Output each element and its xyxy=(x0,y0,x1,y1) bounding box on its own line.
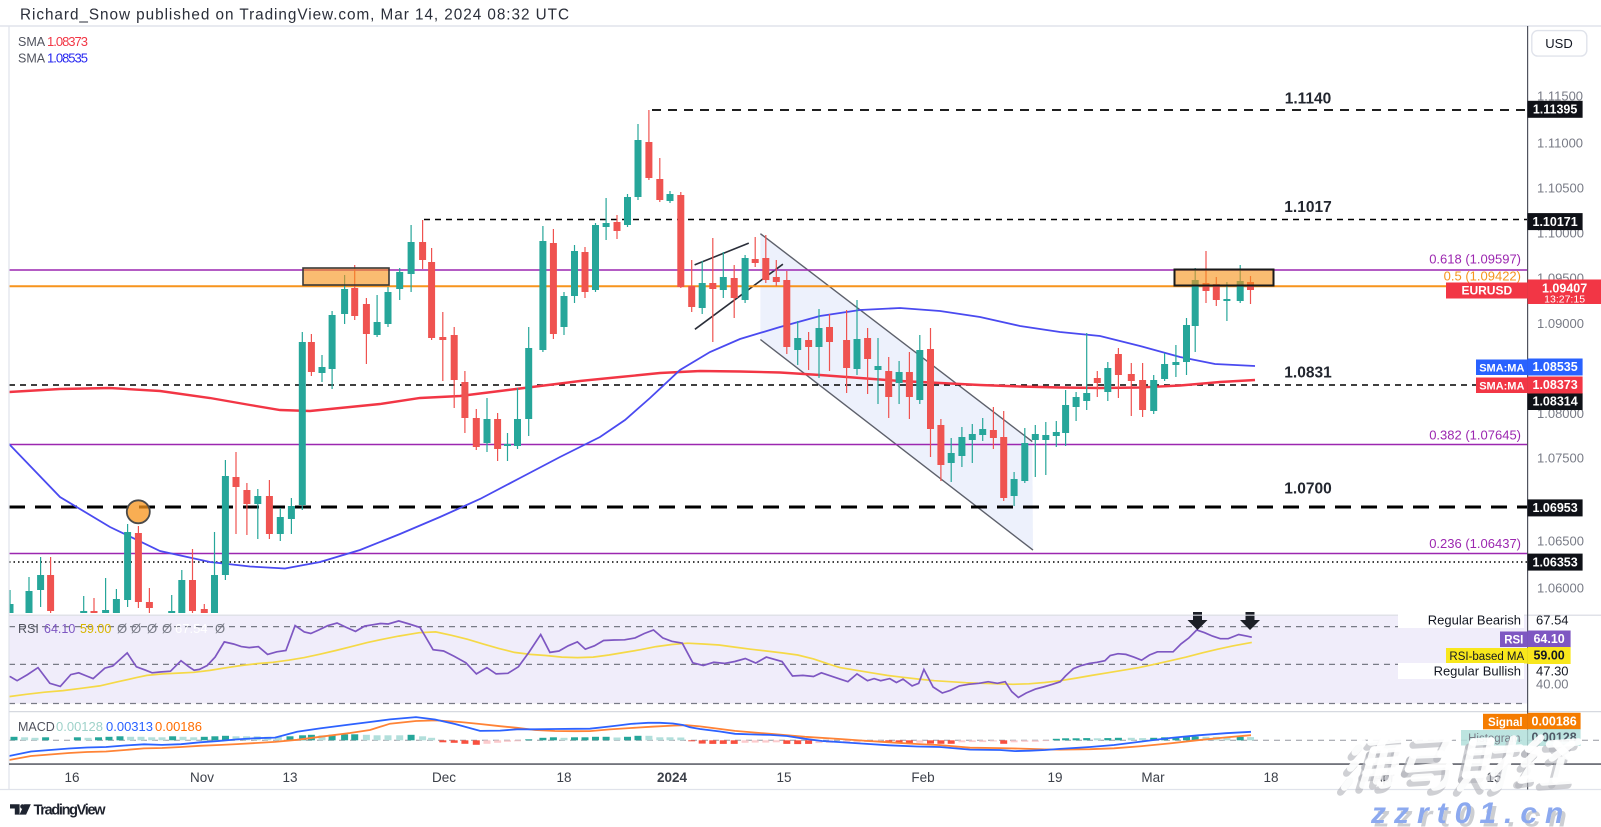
svg-text:13:27:15: 13:27:15 xyxy=(1544,294,1585,306)
svg-text:0.00186: 0.00186 xyxy=(1532,715,1577,729)
svg-text:0.236 (1.06437): 0.236 (1.06437) xyxy=(1429,536,1521,551)
svg-text:1.06000: 1.06000 xyxy=(1537,581,1584,596)
svg-text:1.1140: 1.1140 xyxy=(1285,91,1332,108)
svg-text:1.06953: 1.06953 xyxy=(1533,501,1578,515)
svg-text:67.54: 67.54 xyxy=(1536,613,1569,628)
svg-text:Signal: Signal xyxy=(1488,717,1523,729)
svg-text:zzrt01.cn: zzrt01.cn xyxy=(1374,801,1575,827)
svg-text:Mar: Mar xyxy=(1141,770,1165,785)
svg-text:1.11395: 1.11395 xyxy=(1533,103,1578,117)
svg-text:Regular Bullish: Regular Bullish xyxy=(1434,664,1521,679)
svg-text:1.11500: 1.11500 xyxy=(1537,89,1583,104)
svg-text:2024: 2024 xyxy=(657,770,688,785)
svg-text:EURUSD: EURUSD xyxy=(1461,284,1512,298)
svg-text:Feb: Feb xyxy=(911,770,934,785)
svg-text:MACD: MACD xyxy=(18,720,55,734)
svg-text:1.08373: 1.08373 xyxy=(47,34,88,49)
svg-text:19: 19 xyxy=(1047,770,1062,785)
svg-text:RSI: RSI xyxy=(1504,634,1523,646)
svg-text:1.08314: 1.08314 xyxy=(1533,395,1578,409)
svg-text:18: 18 xyxy=(556,770,571,785)
svg-text:SMA: SMA xyxy=(18,35,46,49)
svg-text:1.06500: 1.06500 xyxy=(1537,534,1584,549)
svg-text:SMA: SMA xyxy=(18,52,46,66)
svg-text:67.54: 67.54 xyxy=(175,621,208,636)
svg-text:Dec: Dec xyxy=(432,770,456,785)
svg-text:1.10171: 1.10171 xyxy=(1533,215,1578,229)
svg-text:Ø: Ø xyxy=(162,621,172,636)
svg-text:0.00128: 0.00128 xyxy=(56,719,103,734)
svg-text:64.10: 64.10 xyxy=(1533,632,1564,646)
svg-text:15: 15 xyxy=(776,770,791,785)
svg-text:Ø: Ø xyxy=(147,621,157,636)
svg-text:RSI: RSI xyxy=(18,622,39,636)
svg-text:1.08535: 1.08535 xyxy=(1533,360,1578,374)
svg-text:1.1017: 1.1017 xyxy=(1284,199,1331,216)
svg-text:Regular Bearish: Regular Bearish xyxy=(1428,613,1521,628)
svg-text:47.30: 47.30 xyxy=(1536,664,1569,679)
svg-text:0.382 (1.07645): 0.382 (1.07645) xyxy=(1429,428,1521,443)
svg-text:RSI-based MA: RSI-based MA xyxy=(1449,651,1524,663)
svg-text:1.08535: 1.08535 xyxy=(47,51,88,66)
svg-text:Ø: Ø xyxy=(131,621,141,636)
svg-text:1.09407: 1.09407 xyxy=(1542,282,1587,296)
svg-text:0.00313: 0.00313 xyxy=(106,719,153,734)
svg-text:13: 13 xyxy=(282,770,297,785)
svg-text:1.06353: 1.06353 xyxy=(1533,555,1578,569)
svg-text:1.0700: 1.0700 xyxy=(1284,481,1331,498)
svg-text:1.09000: 1.09000 xyxy=(1537,316,1584,331)
svg-text:SMA:MA: SMA:MA xyxy=(1479,362,1524,374)
svg-text:1.10500: 1.10500 xyxy=(1537,181,1584,196)
svg-text:TradingView: TradingView xyxy=(34,803,107,819)
svg-text:Nov: Nov xyxy=(190,770,214,785)
svg-text:SMA:MA: SMA:MA xyxy=(1479,380,1524,392)
svg-text:USD: USD xyxy=(1545,36,1572,51)
svg-text:16: 16 xyxy=(64,770,79,785)
svg-text:0.5 (1.09422): 0.5 (1.09422) xyxy=(1444,269,1521,284)
svg-text:18: 18 xyxy=(1263,770,1278,785)
svg-text:40.00: 40.00 xyxy=(1536,677,1569,692)
svg-text:zzrt01.cn: zzrt01.cn xyxy=(1370,797,1571,827)
svg-text:0.00186: 0.00186 xyxy=(155,719,202,734)
svg-text:Richard_Snow published on Trad: Richard_Snow published on TradingView.co… xyxy=(20,7,569,24)
svg-text:0.618 (1.09597): 0.618 (1.09597) xyxy=(1429,252,1521,267)
svg-text:64.10: 64.10 xyxy=(44,622,75,636)
svg-text:Ø: Ø xyxy=(117,621,127,636)
svg-text:59.00: 59.00 xyxy=(80,622,111,636)
svg-text:1.11000: 1.11000 xyxy=(1537,136,1583,151)
svg-text:1.07500: 1.07500 xyxy=(1537,451,1584,466)
svg-text:1.0831: 1.0831 xyxy=(1284,365,1332,382)
svg-text:59.00: 59.00 xyxy=(1533,649,1564,663)
svg-text:1.08373: 1.08373 xyxy=(1533,378,1578,392)
svg-text:Ø: Ø xyxy=(215,621,225,636)
